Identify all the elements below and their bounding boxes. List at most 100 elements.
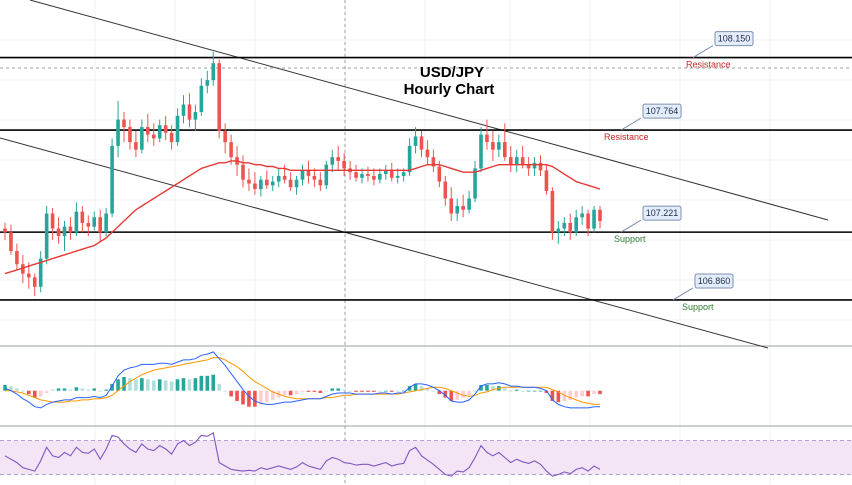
candle-body: [479, 134, 483, 169]
candle-body: [74, 211, 79, 233]
candle-body: [300, 170, 305, 180]
candle-body: [199, 85, 204, 113]
macd-histogram-bar: [324, 390, 329, 392]
macd-histogram-bar: [556, 390, 561, 403]
candle-body: [163, 125, 168, 133]
callout-leader: [620, 117, 642, 131]
rsi-band: [0, 440, 852, 475]
macd-histogram-bar: [223, 390, 227, 392]
macd-histogram-bar: [580, 390, 584, 397]
macd-histogram-bar: [354, 390, 358, 392]
candle-body: [556, 228, 561, 233]
candle-body: [62, 226, 67, 237]
macd-histogram-bar: [235, 390, 239, 401]
chart-title-line-2: Hourly Chart: [404, 81, 495, 98]
macd-histogram-bar: [169, 381, 174, 391]
macd-histogram-bar: [288, 390, 293, 396]
macd-histogram-bar: [146, 379, 150, 391]
macd-histogram-bar: [598, 390, 602, 395]
candle-body: [324, 164, 329, 186]
macd-histogram-bar: [181, 378, 186, 391]
macd-histogram-bar: [366, 390, 370, 392]
macd-histogram-bar: [413, 383, 418, 391]
callout-box: [642, 205, 682, 221]
candle-body: [44, 213, 49, 259]
candle-body: [193, 112, 198, 120]
callout-value: 106.860: [698, 276, 731, 286]
macd-histogram-bar: [312, 390, 317, 392]
candle-body: [270, 181, 275, 186]
macd-histogram-bar: [229, 390, 233, 397]
level-role-label: Support: [682, 302, 714, 312]
macd-histogram-bar: [282, 390, 287, 396]
macd-histogram-bar: [193, 378, 198, 391]
candle-body: [282, 175, 287, 180]
candle-body: [38, 258, 43, 287]
candle-body: [431, 157, 436, 167]
macd-histogram-bar: [342, 389, 346, 391]
candle-body: [473, 168, 477, 199]
candle-body: [3, 228, 7, 233]
candle-body: [306, 170, 311, 176]
macd-histogram-bar: [467, 390, 471, 396]
macd-pane: [3, 351, 602, 409]
macd-histogram-bar: [205, 375, 210, 391]
candle-body: [360, 174, 364, 178]
candle-body: [92, 217, 97, 227]
candle-body: [503, 142, 507, 158]
macd-histogram-bar: [372, 390, 376, 392]
macd-histogram-bar: [104, 389, 108, 391]
macd-histogram-bar: [241, 390, 245, 405]
macd-histogram-bar: [538, 390, 543, 392]
candle-body: [395, 175, 400, 178]
macd-histogram-bar: [163, 380, 168, 391]
macd-histogram-bar: [443, 390, 448, 398]
candle-body: [146, 127, 150, 135]
candle-body: [80, 211, 85, 223]
candle-body: [294, 179, 299, 188]
macd-histogram-bar: [259, 390, 263, 405]
candle-body: [169, 132, 174, 143]
macd-histogram-bar: [479, 385, 483, 391]
macd-histogram-bar: [461, 390, 465, 398]
macd-histogram-bar: [199, 375, 204, 391]
macd-histogram-bar: [134, 379, 138, 391]
candle-body: [449, 198, 454, 214]
callout-leader: [620, 219, 642, 233]
macd-histogram-bar: [330, 388, 335, 391]
candle-body: [134, 142, 138, 150]
candle-body: [56, 228, 61, 237]
macd-histogram-bar: [21, 390, 25, 392]
channel-upper-line: [29, 0, 829, 221]
macd-histogram-bar: [294, 390, 299, 395]
candle-body: [229, 142, 233, 158]
macd-histogram-bar: [360, 390, 364, 392]
candle-body: [598, 209, 602, 222]
candle-body: [122, 119, 126, 128]
macd-histogram-bar: [128, 378, 132, 391]
macd-histogram-bar: [407, 386, 412, 391]
candle-body: [568, 222, 573, 233]
candle-body: [140, 127, 144, 150]
macd-histogram-bar: [550, 390, 555, 401]
candle-body: [401, 172, 406, 176]
macd-histogram-bar: [140, 378, 144, 391]
candle-body: [9, 232, 13, 252]
chart-title: USD/JPY Hourly Chart: [404, 64, 495, 98]
macd-histogram-bar: [574, 390, 578, 398]
macd-histogram-bar: [27, 390, 31, 395]
candle-body: [413, 136, 418, 146]
macd-signal-line: [5, 357, 600, 405]
candle-body: [98, 217, 102, 233]
candle-body: [491, 142, 495, 150]
macd-histogram-bar: [348, 390, 352, 392]
candle-body: [205, 80, 210, 86]
candle-body: [247, 179, 251, 184]
macd-histogram-bar: [544, 390, 549, 393]
macd-histogram-bar: [217, 383, 221, 391]
candle-body: [223, 130, 227, 143]
macd-histogram-bar: [187, 379, 192, 391]
macd-histogram-bar: [503, 388, 507, 391]
